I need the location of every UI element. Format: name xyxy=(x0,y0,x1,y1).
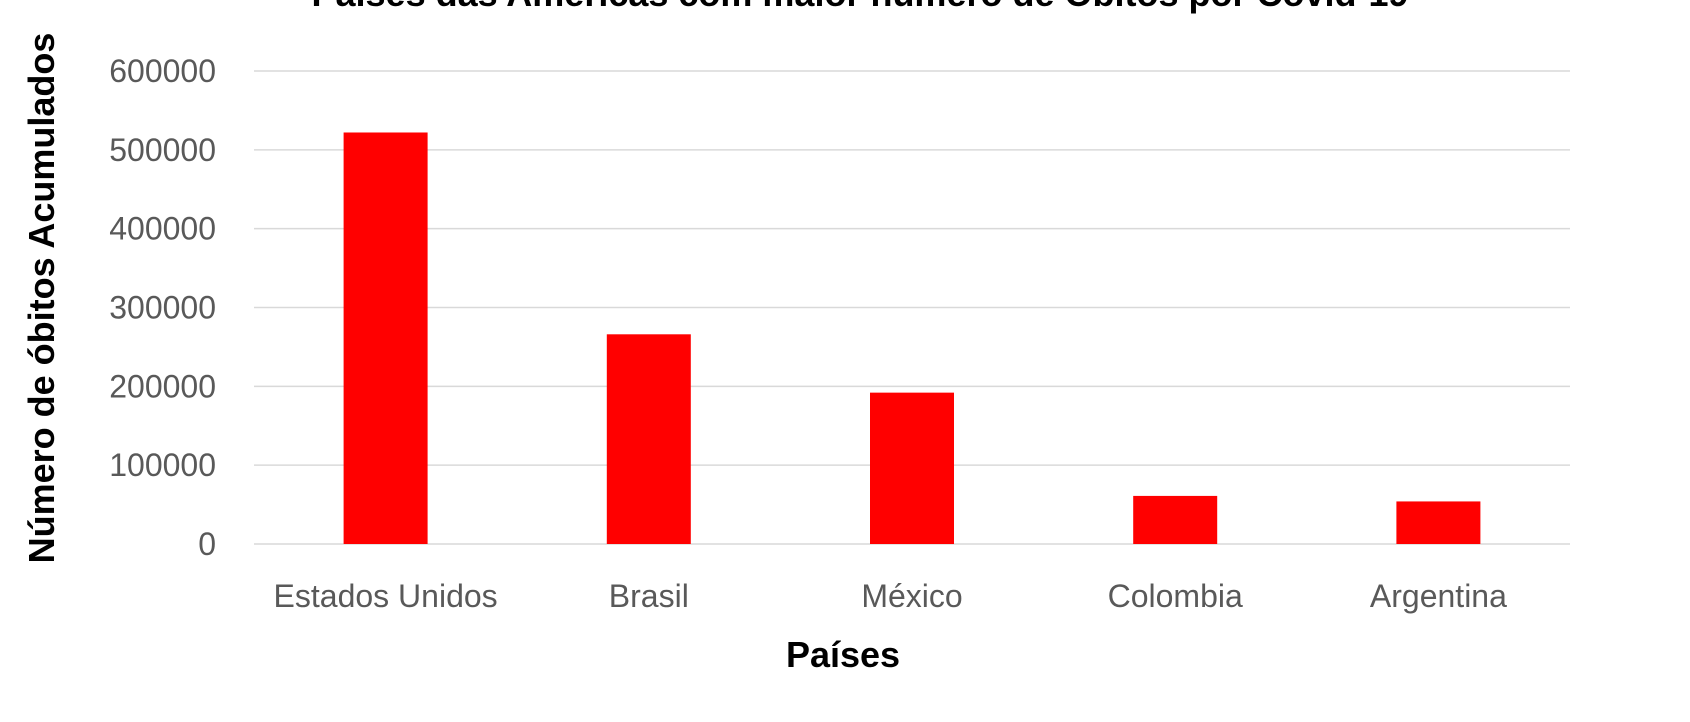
x-axis-ticks: Estados Unidos Brasil México Colombia Argent… xyxy=(274,578,1508,614)
chart-title: Países das Américas com maior número de … xyxy=(311,0,1408,14)
x-tick-label: Estados Unidos xyxy=(274,578,498,614)
bar-estados-unidos xyxy=(343,132,428,545)
x-tick-label: Colombia xyxy=(1108,578,1243,614)
y-tick-label: 0 xyxy=(198,526,216,562)
bar-colombia xyxy=(1133,495,1218,544)
bar-m-xico xyxy=(870,392,954,544)
x-axis-title: Países xyxy=(786,634,900,675)
y-tick-label: 500000 xyxy=(109,132,216,168)
bars xyxy=(343,132,1481,545)
y-tick-label: 400000 xyxy=(109,211,216,247)
gridlines xyxy=(254,70,1570,545)
y-axis-title: Número de óbitos Acumulados xyxy=(21,33,62,564)
bar-argentina xyxy=(1396,501,1481,544)
bar-brasil xyxy=(606,334,691,544)
x-tick-label: Argentina xyxy=(1370,578,1507,614)
y-tick-label: 200000 xyxy=(109,368,216,404)
y-axis-ticks: 0 100000 200000 300000 400000 500000 600000 xyxy=(109,53,216,562)
x-tick-label: México xyxy=(861,578,962,614)
y-tick-label: 100000 xyxy=(109,447,216,483)
x-tick-label: Brasil xyxy=(609,578,689,614)
y-tick-label: 300000 xyxy=(109,290,216,326)
y-tick-label: 600000 xyxy=(109,53,216,89)
